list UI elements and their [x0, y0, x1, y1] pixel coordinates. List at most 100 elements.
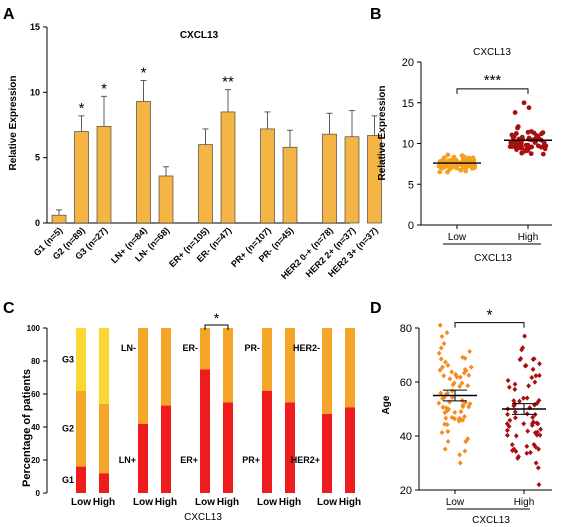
data-point — [444, 330, 450, 336]
stacked-segment — [138, 423, 148, 493]
data-point — [526, 383, 531, 389]
data-point — [465, 436, 471, 442]
data-point — [534, 432, 540, 438]
data-point — [526, 135, 532, 141]
data-point — [504, 421, 510, 427]
data-point — [460, 354, 465, 360]
data-point — [536, 372, 542, 379]
x-tick-label: Low — [257, 497, 277, 508]
y-tick-label: 15 — [30, 22, 40, 32]
data-point — [525, 148, 530, 154]
data-point — [452, 409, 458, 416]
data-point — [532, 379, 538, 385]
data-point — [518, 356, 524, 362]
data-point — [447, 166, 453, 172]
data-point — [436, 400, 442, 406]
significance-bracket — [204, 324, 229, 330]
data-point — [454, 374, 460, 380]
data-point — [530, 366, 536, 372]
data-point — [450, 382, 456, 388]
data-point — [522, 333, 527, 339]
data-point — [525, 428, 531, 434]
data-point — [509, 447, 515, 454]
y-tick-label: 20 — [402, 57, 414, 69]
data-point — [534, 400, 540, 406]
data-point — [528, 449, 533, 456]
x-tick-label: High — [217, 497, 239, 508]
y-tick-label: 20 — [400, 485, 412, 497]
data-point — [442, 409, 448, 416]
data-point — [457, 383, 463, 389]
bar — [74, 131, 89, 224]
data-point — [534, 429, 540, 435]
data-point — [511, 403, 517, 409]
data-point — [513, 433, 519, 439]
data-point — [445, 438, 451, 445]
data-point — [504, 427, 510, 434]
data-point — [519, 134, 525, 140]
data-point — [523, 363, 529, 369]
data-point — [462, 154, 467, 160]
data-point — [458, 167, 464, 173]
data-point — [512, 110, 518, 115]
data-point — [532, 140, 538, 145]
data-point — [537, 432, 543, 438]
data-point — [453, 371, 459, 378]
data-point — [524, 395, 530, 401]
data-point — [454, 163, 460, 169]
stacked-segment — [285, 328, 295, 403]
stacked-segment — [99, 403, 109, 474]
y-tick-label: 15 — [402, 98, 414, 110]
x-tick-label: High — [155, 497, 177, 508]
segment-label: ER+ — [180, 455, 198, 465]
data-point — [526, 105, 532, 111]
data-point — [529, 144, 535, 150]
y-tick-label: 0 — [36, 489, 41, 498]
significance-marker: * — [214, 310, 220, 326]
segment-label: PR- — [245, 343, 261, 353]
data-point — [462, 413, 467, 420]
data-point — [505, 377, 511, 384]
segment-label: ER- — [183, 343, 199, 353]
data-point — [436, 350, 442, 356]
data-point — [439, 333, 445, 340]
data-point — [442, 446, 448, 452]
segment-label: LN+ — [119, 455, 136, 465]
data-point — [438, 345, 444, 351]
stacked-segment — [223, 328, 233, 403]
data-point — [442, 164, 448, 170]
data-point — [535, 465, 541, 471]
data-point — [444, 421, 450, 428]
data-point — [440, 404, 446, 410]
data-point — [468, 364, 474, 370]
data-point — [529, 374, 535, 381]
bar — [282, 146, 298, 224]
data-point — [537, 361, 542, 367]
data-point — [451, 380, 457, 386]
y-tick-label: 100 — [27, 324, 41, 333]
stacked-segment — [161, 328, 171, 406]
stacked-segment — [285, 402, 295, 493]
y-tick-label: 10 — [402, 139, 414, 151]
data-point — [445, 428, 451, 435]
data-point — [518, 140, 524, 146]
segment-label: G1 — [62, 475, 74, 485]
data-point — [467, 348, 472, 355]
segment-label: LN- — [121, 343, 136, 353]
chart-a-title: CXCL13 — [180, 30, 219, 41]
y-tick-label: 40 — [31, 423, 40, 432]
data-point — [437, 169, 443, 175]
data-point — [536, 482, 542, 488]
data-point — [507, 417, 513, 423]
bar — [322, 133, 337, 224]
data-point — [463, 399, 468, 406]
data-point — [451, 154, 457, 160]
significance-marker: * — [79, 100, 85, 117]
data-point — [472, 165, 478, 170]
data-point — [458, 408, 464, 415]
stacked-segment — [262, 390, 272, 493]
data-point — [525, 129, 531, 135]
data-point — [536, 446, 541, 452]
